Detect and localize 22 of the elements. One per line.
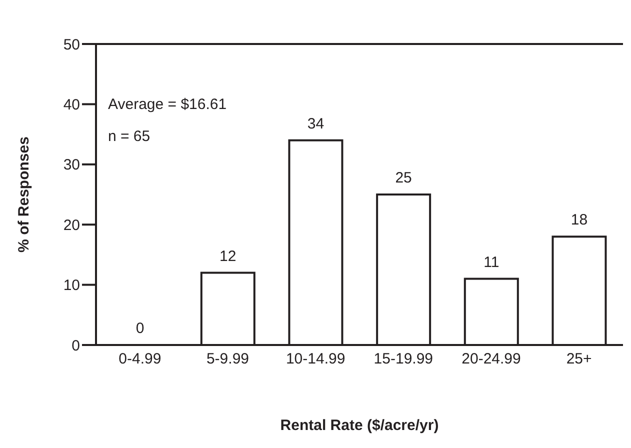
data-label: 0 bbox=[136, 320, 144, 337]
data-label: 12 bbox=[220, 248, 236, 265]
y-axis-title: % of Responses bbox=[15, 136, 32, 252]
x-tick-label: 10-14.99 bbox=[286, 350, 346, 368]
y-tick-label: 50 bbox=[63, 36, 80, 54]
x-tick-label: 20-24.99 bbox=[462, 350, 521, 368]
y-tick-label: 0 bbox=[72, 337, 80, 354]
y-tick-label: 30 bbox=[63, 156, 80, 174]
x-tick-label: 25+ bbox=[566, 350, 592, 368]
x-axis-title: Rental Rate ($/acre/yr) bbox=[280, 417, 439, 434]
data-label: 11 bbox=[484, 254, 500, 271]
data-label: 25 bbox=[395, 170, 412, 186]
annotation: n = 65 bbox=[108, 128, 150, 145]
data-label: 18 bbox=[570, 212, 588, 229]
x-tick-label: 15-19.99 bbox=[374, 350, 434, 368]
y-tick-label: 20 bbox=[63, 216, 80, 234]
data-label: 34 bbox=[307, 115, 324, 132]
y-tick-label: 10 bbox=[63, 277, 80, 294]
x-tick-label: 5-9.99 bbox=[206, 350, 250, 368]
annotation: Average = $16.61 bbox=[108, 96, 227, 113]
x-tick-label: 0-4.99 bbox=[118, 350, 162, 368]
y-tick-label: 40 bbox=[63, 96, 80, 114]
